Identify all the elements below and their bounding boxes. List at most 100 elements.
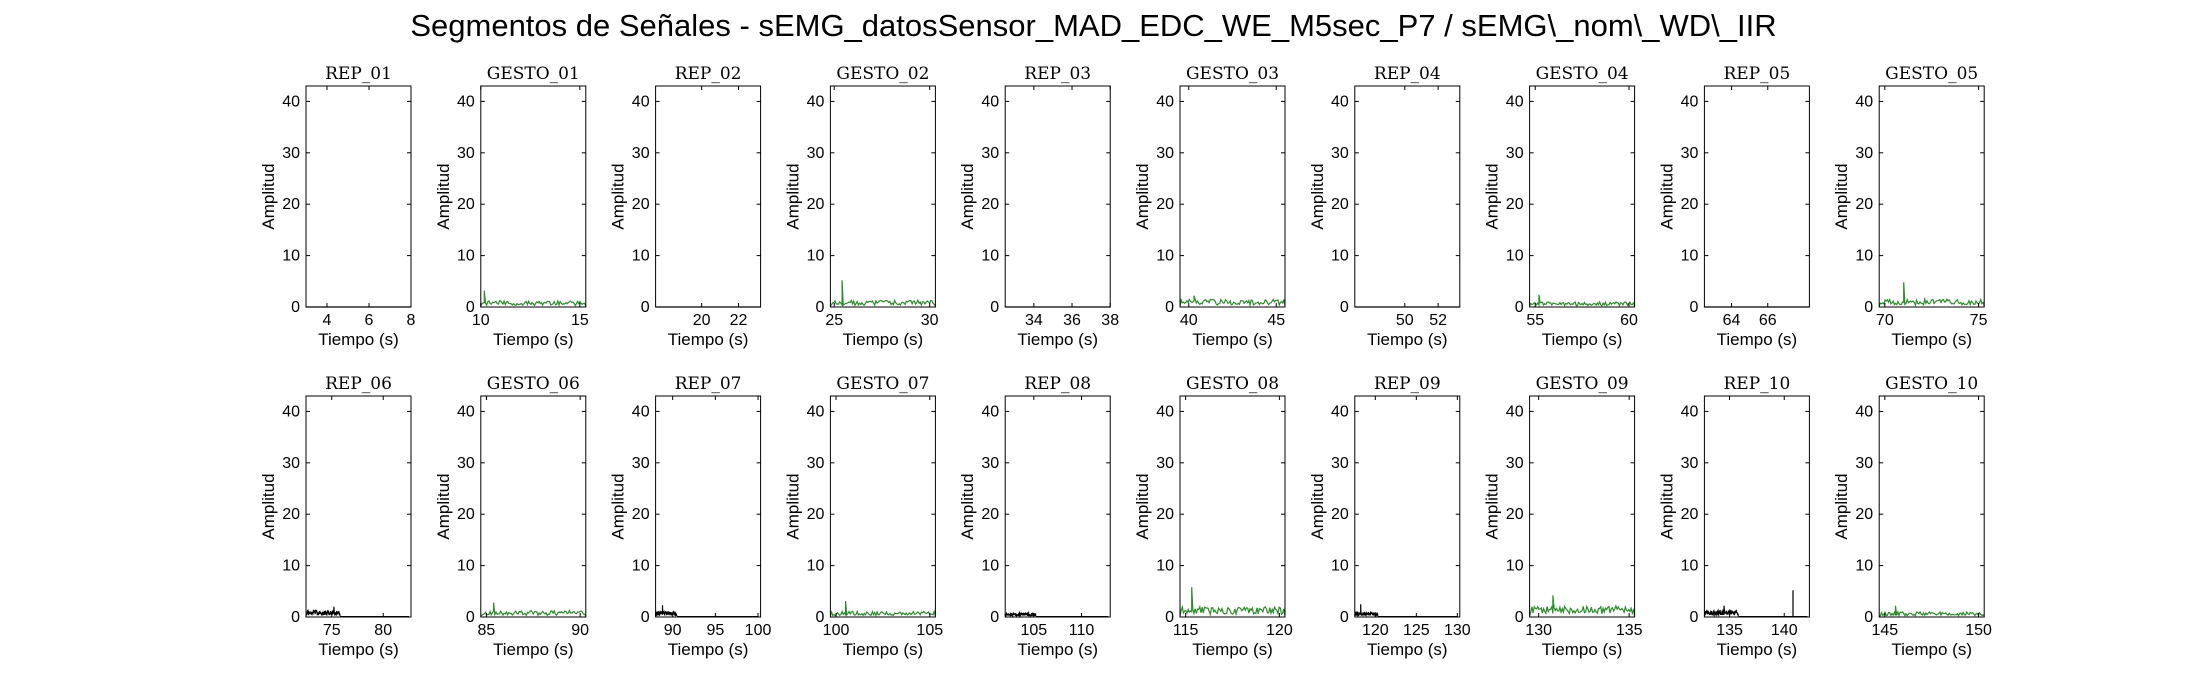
axes-box	[1529, 395, 1636, 618]
y-tick-label: 40	[1331, 93, 1349, 110]
axes-box	[1179, 395, 1286, 618]
signal-line	[1004, 610, 1037, 619]
axes-box	[1179, 85, 1286, 308]
y-tick-label: 0	[641, 299, 650, 316]
subplot-rep-04: 0 10 20 30 40 50 52 REP_04 Tiempo (s) Amplitud	[1308, 64, 1461, 349]
signal-line	[1354, 604, 1379, 618]
x-tick-label: 64	[1723, 312, 1741, 329]
y-tick-label: 30	[1156, 145, 1174, 162]
y-tick-label: 0	[990, 299, 999, 316]
y-tick-label: 40	[1156, 403, 1174, 420]
y-tick-label: 30	[1331, 145, 1349, 162]
axes-box	[1529, 85, 1636, 308]
y-tick-label: 0	[1340, 299, 1349, 316]
subplot-rep-09: 0 10 20 30 40 120 125 130 REP_09 Tiempo (s) Amplit…	[1308, 374, 1471, 659]
x-tick-label: 135	[1716, 622, 1743, 639]
y-tick-label: 40	[807, 93, 825, 110]
y-tick-label: 0	[1689, 609, 1698, 626]
x-tick-label: 75	[1970, 312, 1988, 329]
x-axis-label: Tiempo (s)	[668, 640, 749, 659]
x-axis-label: Tiempo (s)	[1192, 640, 1273, 659]
y-tick-label: 30	[1506, 455, 1524, 472]
subplot-rep-10: 0 10 20 30 40 135 140 REP_10 Tiempo (s) Amplitud	[1657, 374, 1810, 659]
y-tick-label: 0	[1689, 299, 1698, 316]
y-tick-label: 0	[1340, 609, 1349, 626]
signal-line	[1878, 282, 1985, 307]
x-axis-label: Tiempo (s)	[318, 330, 399, 349]
y-tick-label: 20	[457, 506, 475, 523]
y-tick-label: 20	[632, 196, 650, 213]
subplot-gesto-07: 0 10 20 30 40 100 105 GESTO_07 Tiempo (s) Amplitu…	[783, 374, 943, 659]
x-tick-label: 38	[1101, 312, 1119, 329]
subplot-title: GESTO_08	[1186, 374, 1279, 394]
y-tick-label: 20	[981, 506, 999, 523]
axes-box	[1703, 395, 1810, 618]
subplot-title: GESTO_10	[1885, 374, 1978, 394]
y-tick-label: 30	[1681, 455, 1699, 472]
y-axis-label: Amplitud	[1657, 163, 1676, 229]
subplot-rep-07: 0 10 20 30 40 90 95 100 REP_07 Tiempo (s) Amplitud	[609, 374, 772, 659]
subplot-rep-03: 0 10 20 30 40 34 36 38 REP_03 Tiempo (s) Amplitud	[958, 64, 1119, 349]
x-tick-label: 75	[323, 622, 341, 639]
y-tick-label: 10	[1506, 558, 1524, 575]
y-tick-label: 10	[457, 248, 475, 265]
x-tick-label: 90	[664, 622, 682, 639]
y-tick-label: 30	[1855, 145, 1873, 162]
y-tick-label: 10	[807, 248, 825, 265]
signal-line	[1529, 595, 1636, 617]
subplot-title: GESTO_03	[1186, 64, 1279, 84]
signal-line	[655, 605, 678, 618]
x-tick-label: 125	[1403, 622, 1430, 639]
x-tick-label: 60	[1620, 312, 1638, 329]
x-tick-label: 15	[571, 312, 589, 329]
y-tick-label: 20	[1331, 506, 1349, 523]
y-tick-label: 30	[981, 455, 999, 472]
subplot-rep-02: 0 10 20 30 40 20 22 REP_02 Tiempo (s) Amplitud	[609, 64, 762, 349]
subplot-title: GESTO_05	[1885, 64, 1978, 84]
y-tick-label: 0	[1165, 299, 1174, 316]
axes-box	[1004, 85, 1111, 308]
subplot-title: REP_03	[1024, 64, 1091, 84]
y-axis-label: Amplitud	[259, 163, 278, 229]
y-tick-label: 10	[1506, 248, 1524, 265]
y-tick-label: 40	[981, 403, 999, 420]
y-tick-label: 40	[1156, 93, 1174, 110]
subplot-rep-06: 0 10 20 30 40 75 80 REP_06 Tiempo (s) Amplitud	[259, 374, 412, 659]
y-tick-label: 10	[282, 558, 300, 575]
y-tick-label: 20	[807, 196, 825, 213]
y-axis-label: Amplitud	[1483, 163, 1502, 229]
y-tick-label: 10	[1156, 248, 1174, 265]
y-tick-label: 30	[1681, 145, 1699, 162]
y-tick-label: 10	[632, 558, 650, 575]
axes-box	[305, 395, 412, 618]
subplot-rep-08: 0 10 20 30 40 105 110 REP_08 Tiempo (s) Amplitud	[958, 374, 1111, 659]
axes-box	[655, 395, 762, 618]
x-tick-label: 115	[1173, 622, 1199, 639]
y-tick-label: 0	[291, 299, 300, 316]
signal-line	[480, 602, 587, 617]
signal-line	[1179, 587, 1286, 617]
y-tick-label: 40	[807, 403, 825, 420]
axes-box	[1004, 395, 1111, 618]
y-tick-label: 30	[807, 145, 825, 162]
x-axis-label: Tiempo (s)	[1367, 330, 1448, 349]
x-axis-label: Tiempo (s)	[1717, 330, 1798, 349]
subplot-title: REP_05	[1724, 64, 1791, 84]
x-tick-label: 85	[478, 622, 496, 639]
x-tick-label: 130	[1444, 622, 1471, 639]
subplot-title: REP_08	[1024, 374, 1091, 394]
y-tick-label: 20	[1681, 506, 1699, 523]
subplot-gesto-10: 0 10 20 30 40 145 150 GESTO_10 Tiempo (s) Amplitu…	[1832, 374, 1992, 659]
x-tick-label: 30	[921, 312, 939, 329]
y-tick-label: 40	[1506, 403, 1524, 420]
y-tick-label: 10	[1331, 248, 1349, 265]
x-axis-label: Tiempo (s)	[843, 640, 924, 659]
x-tick-label: 25	[825, 312, 843, 329]
axes-box	[1354, 85, 1461, 308]
y-tick-label: 30	[632, 455, 650, 472]
y-tick-label: 40	[457, 403, 475, 420]
x-tick-label: 45	[1267, 312, 1285, 329]
axes-box	[480, 395, 587, 618]
y-tick-label: 40	[1331, 403, 1349, 420]
